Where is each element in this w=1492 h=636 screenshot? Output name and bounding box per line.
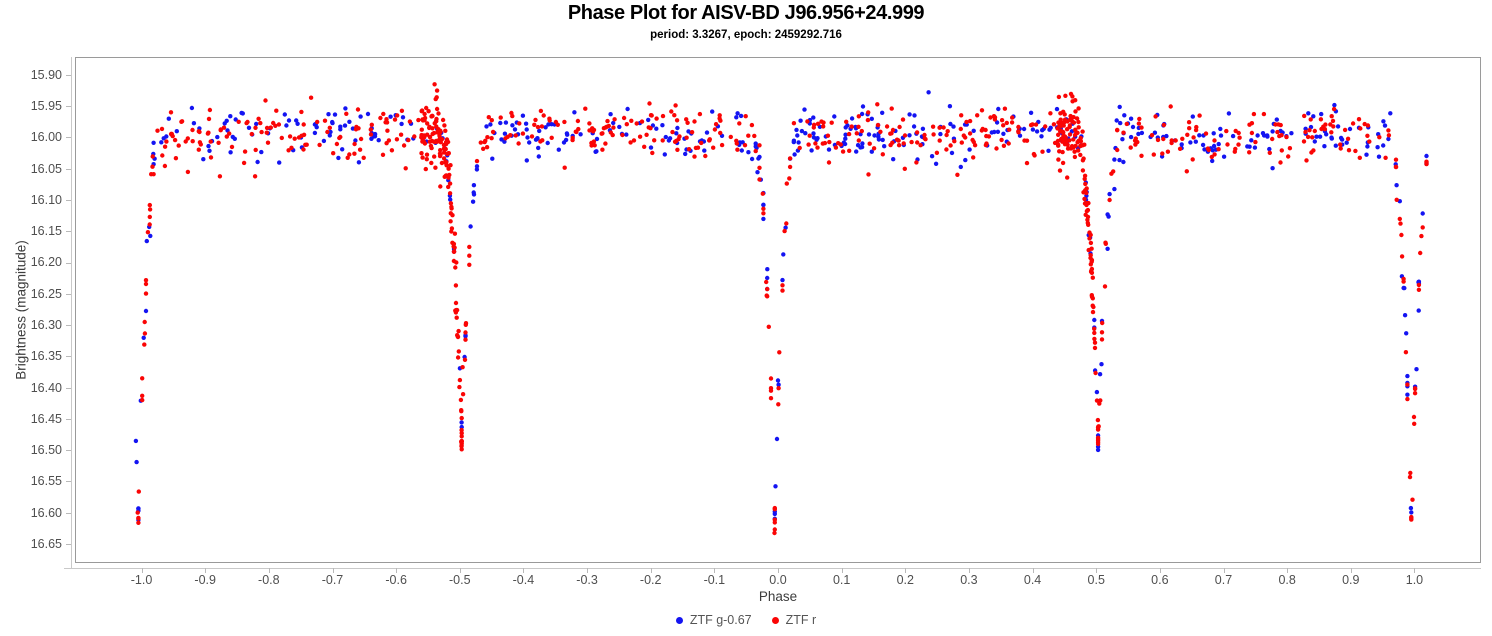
y-tick-label: 16.65 xyxy=(30,536,62,551)
x-tick-label: -0.6 xyxy=(385,573,407,587)
x-tick-mark xyxy=(1096,568,1098,573)
y-tick-label: 16.05 xyxy=(30,161,62,176)
legend-label-ztf-r: ZTF r xyxy=(785,613,817,627)
x-tick-mark xyxy=(1032,568,1034,573)
y-tick-mark xyxy=(66,293,71,295)
y-tick-label: 16.45 xyxy=(30,411,62,426)
y-tick-mark xyxy=(66,137,71,139)
y-tick-label: 16.35 xyxy=(30,349,62,364)
chart-subtitle: period: 3.3267, epoch: 2459292.716 xyxy=(650,29,842,41)
x-tick-label: -0.9 xyxy=(194,573,216,587)
x-tick-mark xyxy=(205,568,207,573)
y-tick-mark xyxy=(66,325,71,326)
y-axis-line xyxy=(71,57,72,569)
y-tick-mark xyxy=(66,543,71,545)
x-tick-mark xyxy=(714,568,716,573)
x-tick-label: -1.0 xyxy=(130,573,153,587)
legend-marker-ztf-r-icon xyxy=(771,616,779,624)
y-tick-mark xyxy=(66,168,71,170)
x-tick-mark xyxy=(1350,568,1352,573)
x-tick-label: -0.7 xyxy=(321,573,344,587)
legend: ZTF g-0.67 ZTF r xyxy=(0,613,1492,627)
y-tick-label: 15.95 xyxy=(30,99,62,114)
x-tick-label: 0.6 xyxy=(1151,573,1169,587)
x-tick-mark xyxy=(587,568,589,573)
x-tick-mark xyxy=(650,568,652,573)
y-tick-label: 16.15 xyxy=(30,224,62,239)
x-tick-label: 0.3 xyxy=(960,573,978,587)
y-tick-mark xyxy=(66,481,71,483)
y-tick-mark xyxy=(66,450,71,452)
x-tick-label: 1.0 xyxy=(1405,573,1424,587)
x-tick-label: 0.8 xyxy=(1278,573,1296,587)
plot-area xyxy=(75,57,1481,563)
y-tick-mark xyxy=(66,356,71,358)
y-tick-mark xyxy=(66,106,71,108)
x-tick-label: -0.1 xyxy=(703,573,726,587)
x-tick-label: -0.3 xyxy=(576,573,598,587)
x-tick-mark xyxy=(905,568,907,573)
y-tick-mark xyxy=(66,418,71,420)
x-tick-mark xyxy=(968,568,970,573)
legend-item-ztf-g: ZTF g-0.67 xyxy=(675,613,752,627)
x-tick-label: 0.7 xyxy=(1214,573,1233,587)
x-tick-mark xyxy=(332,568,334,573)
y-tick-mark xyxy=(66,512,71,514)
y-tick-mark xyxy=(66,387,71,389)
x-tick-mark xyxy=(459,568,461,573)
x-tick-mark xyxy=(523,568,525,573)
x-tick-label: -0.2 xyxy=(639,573,662,587)
x-tick-mark xyxy=(841,568,843,573)
x-tick-mark xyxy=(1223,568,1225,573)
y-tick-mark xyxy=(66,262,71,264)
y-tick-mark xyxy=(66,74,71,76)
x-axis-line xyxy=(64,568,1481,569)
x-tick-mark xyxy=(1414,568,1416,573)
x-tick-label: 0.0 xyxy=(769,573,787,587)
y-tick-label: 16.10 xyxy=(30,192,62,207)
y-tick-label: 16.30 xyxy=(30,318,62,332)
x-tick-mark xyxy=(141,568,143,573)
y-tick-mark xyxy=(66,199,71,201)
x-tick-mark xyxy=(396,568,398,573)
y-tick-label: 16.40 xyxy=(30,380,62,395)
y-tick-label: 16.55 xyxy=(30,474,62,489)
y-tick-label: 16.20 xyxy=(30,255,62,270)
x-tick-label: 0.1 xyxy=(832,573,851,587)
x-tick-label: 0.4 xyxy=(1023,573,1042,587)
x-axis-label: Phase xyxy=(758,589,798,604)
x-tick-label: -0.5 xyxy=(448,573,471,587)
y-tick-mark xyxy=(66,231,71,233)
x-tick-mark xyxy=(1159,568,1161,573)
x-tick-label: -0.4 xyxy=(512,573,535,587)
x-tick-label: 0.2 xyxy=(896,573,914,587)
y-tick-label: 16.25 xyxy=(30,286,62,301)
y-tick-label: 16.60 xyxy=(30,505,62,520)
legend-item-ztf-r: ZTF r xyxy=(771,613,817,627)
legend-marker-ztf-g-icon xyxy=(675,616,683,624)
scatter-points xyxy=(133,82,1429,536)
legend-label-ztf-g: ZTF g-0.67 xyxy=(689,613,752,627)
x-tick-label: -0.8 xyxy=(258,573,280,587)
x-tick-mark xyxy=(778,568,779,573)
x-tick-mark xyxy=(268,568,270,573)
y-tick-label: 16.00 xyxy=(30,130,62,145)
chart-title: Phase Plot for AISV-BD J96.956+24.999 xyxy=(567,2,925,24)
y-tick-label: 15.90 xyxy=(30,67,62,82)
x-tick-mark xyxy=(1287,568,1289,573)
x-tick-label: 0.9 xyxy=(1342,573,1360,587)
x-tick-label: 0.5 xyxy=(1087,573,1105,587)
y-tick-label: 16.50 xyxy=(30,443,62,458)
